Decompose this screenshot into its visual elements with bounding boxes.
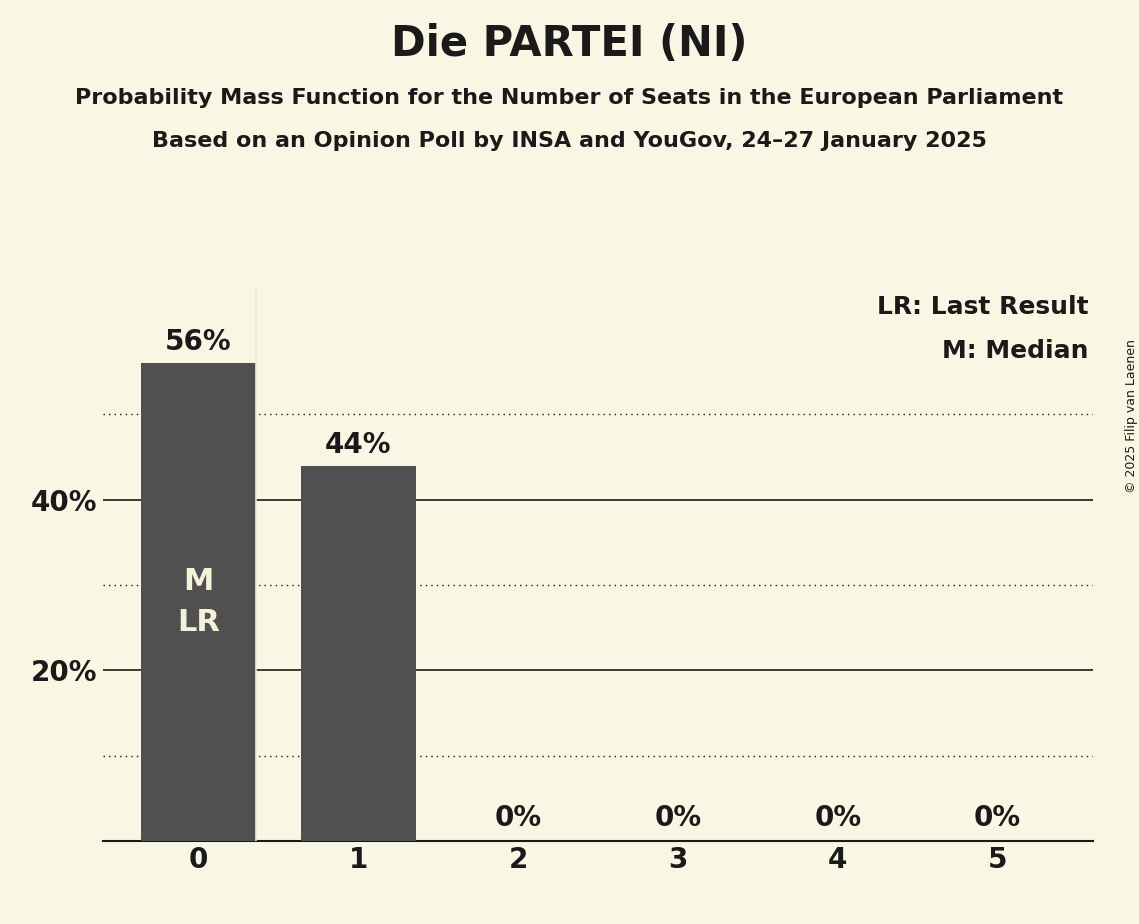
Text: 56%: 56% [165, 328, 231, 357]
Bar [301, 466, 416, 841]
Text: 0%: 0% [654, 804, 702, 833]
Text: M: Median: M: Median [942, 339, 1089, 363]
Text: LR: Last Result: LR: Last Result [877, 295, 1089, 319]
Text: 0%: 0% [494, 804, 542, 833]
Text: © 2025 Filip van Laenen: © 2025 Filip van Laenen [1124, 339, 1138, 492]
Text: 0%: 0% [814, 804, 861, 833]
Bar [141, 363, 256, 841]
Text: Probability Mass Function for the Number of Seats in the European Parliament: Probability Mass Function for the Number… [75, 88, 1064, 108]
Text: Die PARTEI (NI): Die PARTEI (NI) [392, 23, 747, 65]
Text: 44%: 44% [325, 431, 392, 458]
Text: M
LR: M LR [177, 567, 220, 637]
Text: 0%: 0% [974, 804, 1021, 833]
Text: Based on an Opinion Poll by INSA and YouGov, 24–27 January 2025: Based on an Opinion Poll by INSA and You… [153, 131, 986, 152]
